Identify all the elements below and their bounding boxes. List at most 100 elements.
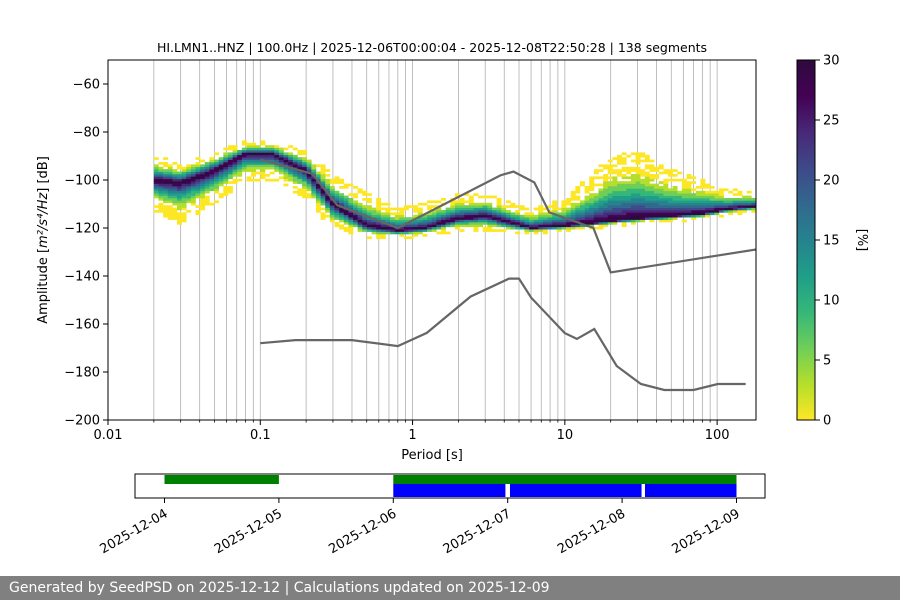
psd-cell xyxy=(163,198,169,201)
psd-cell xyxy=(376,224,382,228)
psd-cell xyxy=(204,169,210,172)
psd-cell xyxy=(454,200,460,204)
psd-cell xyxy=(292,190,298,194)
psd-cell xyxy=(376,236,382,240)
psd-cell xyxy=(621,166,627,170)
psd-cell xyxy=(728,205,734,208)
psd-cell xyxy=(209,166,215,170)
psd-cell xyxy=(371,219,377,223)
psd-cell xyxy=(556,229,562,232)
colorbar-tick-label: 20 xyxy=(823,174,840,189)
psd-cell xyxy=(177,205,182,208)
psd-cell xyxy=(204,188,210,192)
psd-cell xyxy=(552,202,558,206)
psd-cell xyxy=(644,200,650,204)
psd-cell xyxy=(663,210,669,213)
psd-cell xyxy=(431,219,437,223)
psd-cell xyxy=(214,178,219,182)
psd-cell xyxy=(380,226,386,230)
psd-cell xyxy=(167,176,173,180)
psd-cell xyxy=(209,188,215,192)
psd-cell xyxy=(251,145,257,148)
psd-cell xyxy=(640,190,646,194)
plot-frame xyxy=(107,59,757,421)
psd-cell xyxy=(320,212,326,216)
psd-cell xyxy=(459,200,465,204)
psd-cell xyxy=(579,224,585,228)
psd-cell xyxy=(547,210,553,213)
psd-cell xyxy=(200,198,206,201)
psd-cell xyxy=(584,207,590,211)
psd-cell xyxy=(603,205,609,208)
psd-cell xyxy=(366,229,372,232)
psd-cell xyxy=(533,217,539,220)
psd-cell xyxy=(617,212,622,216)
psd-cell xyxy=(255,159,261,163)
psd-cell xyxy=(163,157,169,160)
psd-cell xyxy=(737,202,743,206)
psd-cell xyxy=(153,166,159,170)
psd-cell xyxy=(362,224,368,228)
psd-cell xyxy=(269,157,275,160)
psd-cell xyxy=(302,174,307,177)
psd-cell xyxy=(204,198,210,201)
psd-cell xyxy=(306,169,312,172)
psd-cell xyxy=(658,200,664,204)
psd-cell xyxy=(612,214,618,218)
psd-cell xyxy=(598,169,604,172)
psd-cell xyxy=(302,166,307,170)
psd-cell xyxy=(417,207,423,211)
psd-cell xyxy=(320,169,326,172)
psd-cell xyxy=(667,171,673,175)
psd-cell xyxy=(255,150,261,153)
psd-cell xyxy=(181,174,187,177)
psd-cell xyxy=(579,200,585,204)
psd-cell xyxy=(542,229,548,232)
psd-cell xyxy=(366,212,372,216)
psd-cell xyxy=(603,190,609,194)
psd-cell xyxy=(570,222,576,225)
psd-cell xyxy=(649,212,655,216)
psd-cell xyxy=(491,210,497,213)
psd-cell xyxy=(654,205,660,208)
psd-cell xyxy=(654,207,660,211)
psd-cell xyxy=(746,200,752,204)
psd-cell xyxy=(584,202,590,206)
psd-cell xyxy=(482,226,488,230)
psd-cell xyxy=(603,188,609,192)
psd-cell xyxy=(288,169,294,172)
psd-cell xyxy=(223,193,229,196)
psd-cell xyxy=(334,207,340,211)
psd-cell xyxy=(177,190,182,194)
psd-cell xyxy=(695,210,701,213)
psd-cell xyxy=(617,207,622,211)
psd-cell xyxy=(200,205,206,208)
psd-cell xyxy=(232,162,238,165)
psd-cell xyxy=(714,195,720,199)
psd-cell xyxy=(265,166,270,170)
psd-cell xyxy=(376,229,382,232)
psd-cell xyxy=(390,212,396,216)
psd-cell xyxy=(417,222,423,225)
psd-cell xyxy=(339,200,345,204)
psd-cell xyxy=(598,224,604,228)
psd-cell xyxy=(334,195,340,199)
psd-cell xyxy=(635,166,641,170)
psd-cell xyxy=(260,166,266,170)
psd-cell xyxy=(672,214,678,218)
psd-cell xyxy=(718,202,724,206)
psd-cell xyxy=(644,164,650,168)
psd-cell xyxy=(510,219,516,223)
psd-cell xyxy=(163,212,169,216)
psd-cell xyxy=(325,188,331,192)
psd-cell xyxy=(607,188,613,192)
psd-cell xyxy=(241,147,247,151)
psd-cell xyxy=(473,226,479,230)
psd-cell xyxy=(579,202,585,206)
psd-cell xyxy=(705,210,710,213)
psd-cell xyxy=(677,207,683,211)
psd-cell xyxy=(417,231,423,235)
psd-cell xyxy=(626,193,632,196)
psd-cell xyxy=(746,195,752,199)
